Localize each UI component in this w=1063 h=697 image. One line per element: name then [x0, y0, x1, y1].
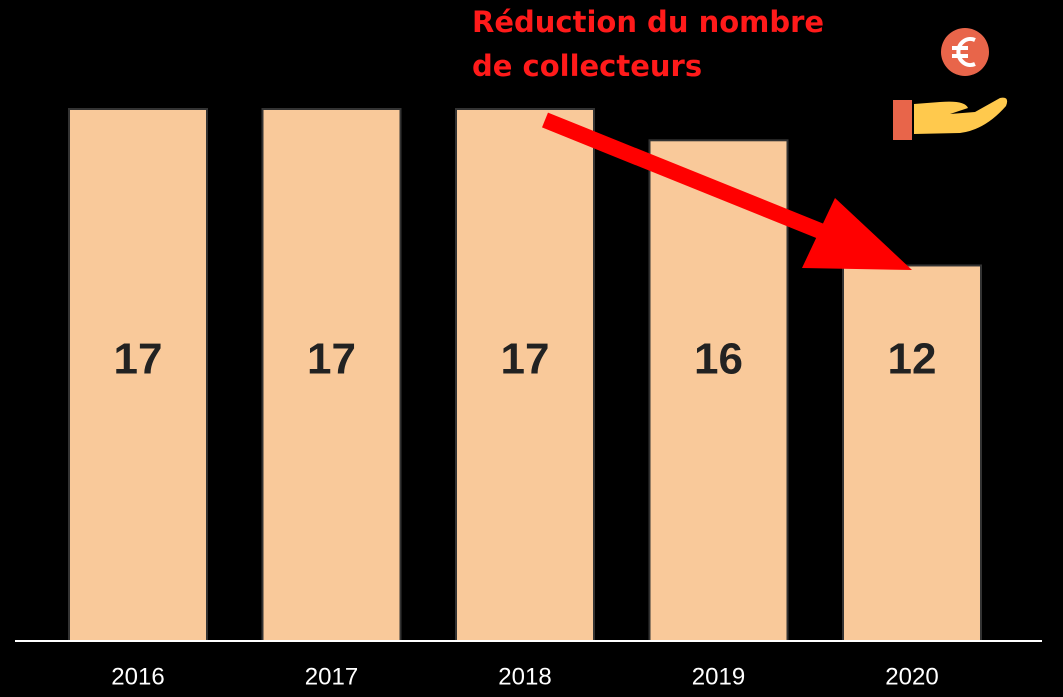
- hand: [914, 97, 1008, 134]
- bar: [68, 108, 208, 642]
- x-tick-label: 2019: [692, 663, 745, 690]
- money-icon: [893, 28, 1008, 140]
- bar: [842, 264, 982, 642]
- arrow: [542, 112, 912, 270]
- data-label: 17: [501, 335, 550, 384]
- x-tick-label: 2017: [305, 663, 358, 690]
- arrow-shaft: [542, 112, 853, 251]
- arrow-head: [802, 198, 912, 270]
- coin: [941, 28, 989, 76]
- sleeve: [893, 100, 912, 140]
- annotation-line: de collecteurs: [472, 49, 702, 83]
- bars: 17 17 17 16 12: [68, 108, 982, 642]
- data-label: 16: [694, 335, 743, 384]
- x-tick-label: 2016: [111, 663, 164, 690]
- x-tick-label: 2020: [885, 663, 938, 690]
- data-label: 12: [888, 335, 937, 384]
- euro-sign: [952, 37, 976, 67]
- bar: [261, 108, 402, 642]
- data-label: 17: [307, 335, 356, 384]
- annotation-line: Réduction du nombre: [472, 5, 824, 39]
- data-label: 17: [114, 335, 163, 384]
- x-tick-label: 2018: [498, 663, 551, 690]
- bar: [648, 139, 789, 642]
